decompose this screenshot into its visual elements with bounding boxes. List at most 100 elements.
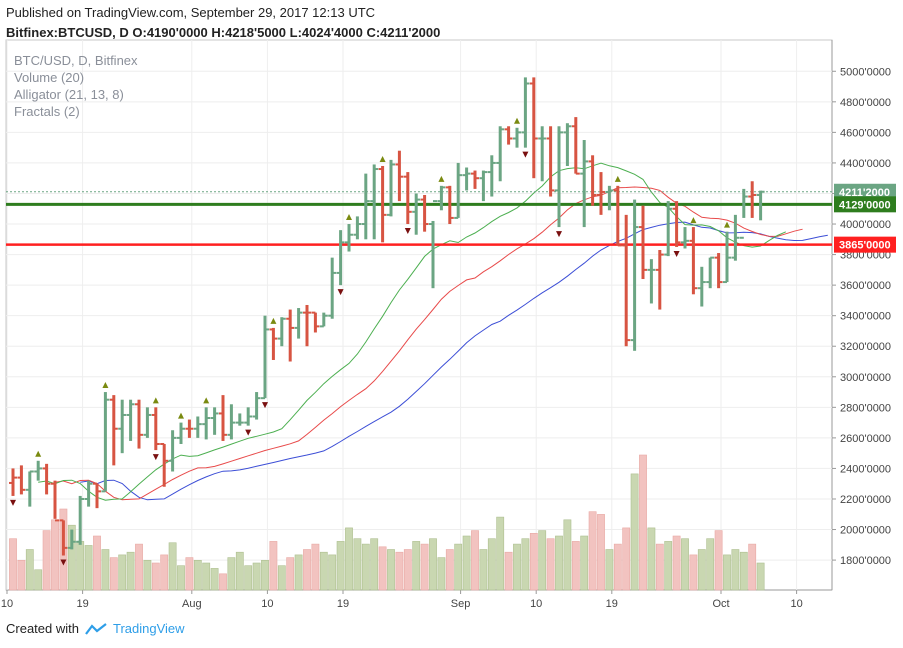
ohlc-bar xyxy=(639,205,647,280)
volume-bar xyxy=(622,527,631,591)
ohlc-bar-close xyxy=(332,271,337,274)
ohlc-bar-close xyxy=(727,256,731,259)
ohlc-bar-open xyxy=(588,160,593,163)
volume-bar xyxy=(235,551,244,591)
ohlc-bar-open xyxy=(101,490,106,493)
volume-bar xyxy=(51,519,59,591)
ohlc-bar xyxy=(25,470,34,507)
ohlc-bar-open xyxy=(664,253,669,256)
ohlc-bar-range xyxy=(742,188,746,218)
ohlc-bar-close xyxy=(88,482,93,485)
ohlc-line: Bitfinex:BTCUSD, D O:4190'0000 H:4218'50… xyxy=(6,25,441,40)
volume-bar xyxy=(429,538,437,591)
ohlc-bar xyxy=(336,230,345,286)
ohlc-bar-close xyxy=(475,177,479,180)
ohlc-bar xyxy=(597,172,605,215)
ohlc-bar-open xyxy=(563,131,568,134)
volume-bar xyxy=(269,541,278,591)
volume-bar xyxy=(630,473,639,591)
level-label-bg xyxy=(834,236,896,253)
x-tick-label: 10 xyxy=(261,598,273,610)
volume-bar xyxy=(378,546,387,591)
ohlc-bar-range xyxy=(145,407,149,438)
ohlc-bar-range xyxy=(271,327,275,360)
ohlc-bar-close xyxy=(500,128,505,131)
ohlc-bar-range xyxy=(649,259,653,304)
ohlc-bar-close xyxy=(685,239,689,242)
volume-bar xyxy=(9,538,17,591)
ohlc-bar-open xyxy=(269,328,274,331)
ohlc-bar-open xyxy=(580,172,585,175)
volume-bar xyxy=(219,573,227,591)
ohlc-bar-range xyxy=(103,392,107,492)
ohlc-bar xyxy=(252,392,261,420)
ohlc-bar-open xyxy=(605,190,610,193)
ohlc-bar-open xyxy=(286,317,291,320)
fractal-down-marker xyxy=(673,250,680,257)
legend-volume[interactable]: Volume (20) xyxy=(14,70,85,85)
ohlc-bar-close xyxy=(239,421,244,424)
ohlc-bar-range xyxy=(406,172,410,225)
ohlc-bar xyxy=(42,463,51,495)
ohlc-bar-close xyxy=(424,223,429,226)
volume-bar xyxy=(664,541,673,591)
level-label: 3865'0000 xyxy=(839,240,891,252)
volume-bar xyxy=(555,535,563,591)
fractal-up-marker xyxy=(203,397,210,404)
ohlc-bar-range xyxy=(87,480,91,507)
ohlc-bar-range xyxy=(759,190,763,221)
ohlc-bar-range xyxy=(120,399,124,454)
ohlc-bar-close xyxy=(55,519,59,522)
fractal-down-marker xyxy=(556,231,562,238)
ohlc-bar-range xyxy=(633,199,637,351)
legend-fractals[interactable]: Fractals (2) xyxy=(14,104,80,119)
indicator-legend: BTC/USD, D, Bitfinex Volume (20) Alligat… xyxy=(14,52,138,120)
fractal-up-marker xyxy=(724,221,730,228)
ohlc-bar-open xyxy=(93,482,97,485)
volume-bar xyxy=(143,559,152,591)
volume-bar xyxy=(731,549,740,591)
ohlc-bar-close xyxy=(659,253,664,256)
fractal-up-marker xyxy=(514,117,520,124)
volume-bar xyxy=(387,549,395,591)
fractal-up-marker xyxy=(379,155,386,162)
level-label-bg xyxy=(834,196,896,213)
volume-bar xyxy=(67,524,76,591)
ohlc-bar xyxy=(93,482,101,509)
ohlc-bar-range xyxy=(221,395,225,441)
ohlc-bar-range xyxy=(683,227,687,249)
ohlc-bar xyxy=(672,201,681,247)
ohlc-bar-open xyxy=(9,481,13,484)
ohlc-bar-close xyxy=(458,174,463,177)
volume-bar xyxy=(462,535,471,591)
legend-main[interactable]: BTC/USD, D, Bitfinex xyxy=(14,53,138,68)
tradingview-link[interactable]: TradingView xyxy=(112,621,185,636)
ohlc-bar-open xyxy=(622,244,627,247)
ohlc-bar-range xyxy=(263,315,267,399)
ohlc-bar-open xyxy=(723,281,727,284)
ohlc-bar xyxy=(689,227,698,295)
volume-bar xyxy=(361,543,370,591)
ohlc-bar-close xyxy=(701,281,706,284)
legend-alligator[interactable]: Alligator (21, 13, 8) xyxy=(14,87,124,102)
fractal-down-marker xyxy=(337,289,344,296)
volume-bar xyxy=(580,535,589,591)
ohlc-bar-open xyxy=(521,131,526,134)
ohlc-bar xyxy=(219,395,227,441)
ohlc-bar-open xyxy=(454,216,459,219)
ohlc-bar xyxy=(513,127,521,148)
ohlc-bar xyxy=(185,419,194,438)
ohlc-bar-open xyxy=(34,470,39,473)
fractal-down-marker xyxy=(262,402,268,409)
level-label-bg xyxy=(834,183,896,200)
ohlc-bar-close xyxy=(113,427,118,430)
ohlc-bar-range xyxy=(305,304,309,347)
volume-bar xyxy=(34,569,43,591)
ohlc-bar xyxy=(748,181,757,218)
ohlc-bar-range xyxy=(154,407,158,451)
y-tick-label: 3400'0000 xyxy=(840,311,891,323)
ohlc-bar-close xyxy=(567,125,572,128)
volume-bar xyxy=(185,557,194,591)
ohlc-bar-close xyxy=(743,195,748,198)
